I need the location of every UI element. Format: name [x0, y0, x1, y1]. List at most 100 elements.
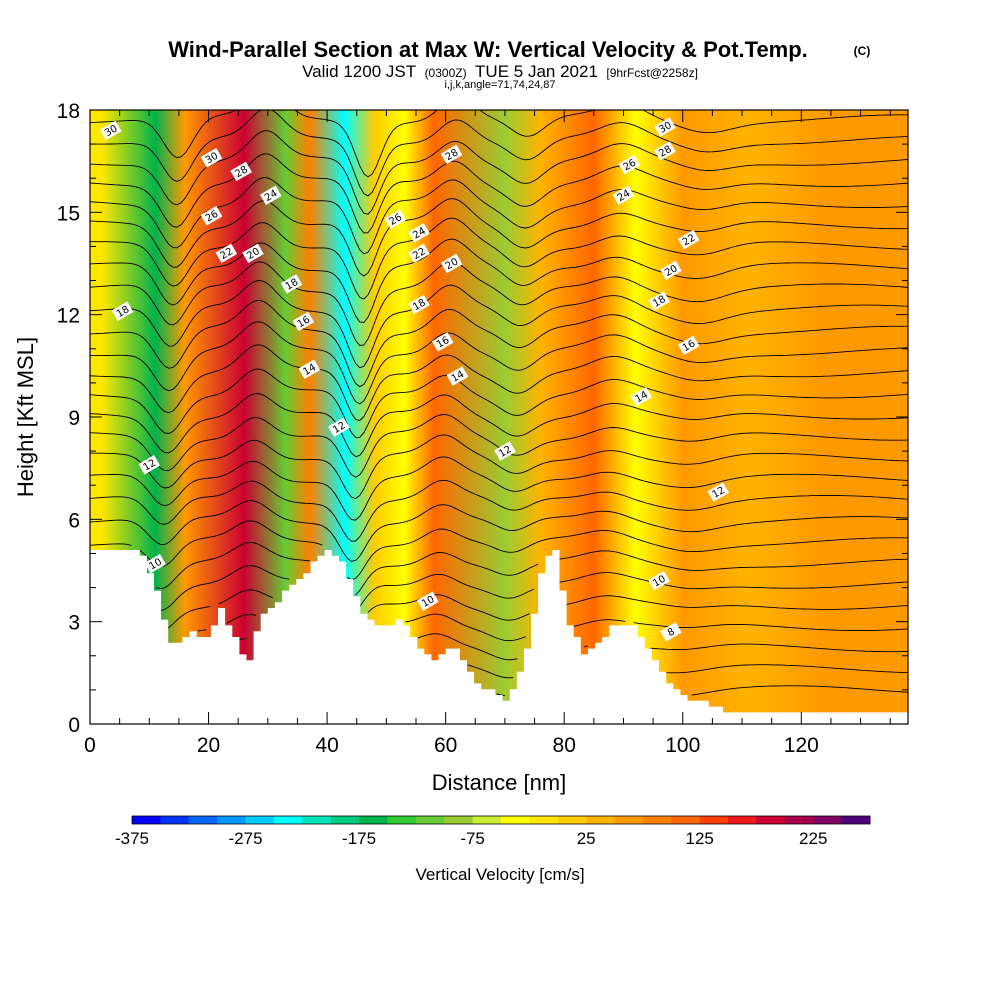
- y-tick-label: 0: [68, 714, 80, 737]
- colorbar-swatch: [501, 816, 530, 824]
- theta-contour-line: [90, 393, 908, 458]
- potential-temperature-contours: [90, 110, 908, 697]
- chart-title: Wind-Parallel Section at Max W: Vertical…: [168, 37, 808, 62]
- colorbar-swatch: [472, 816, 502, 824]
- contour-label-box: [230, 161, 252, 182]
- theta-contour-line: [90, 153, 908, 234]
- y-axis-label: Height [Kft MSL]: [13, 337, 38, 497]
- colorbar-tick-labels: -375 -275 -175 -75 25 125 225: [115, 829, 827, 848]
- colorbar-tick-label: -175: [342, 829, 376, 848]
- colorbar-tick-label: 225: [799, 829, 827, 848]
- theta-contour-line: [90, 456, 908, 521]
- colorbar-swatch: [359, 816, 388, 824]
- theta-contour-line: [90, 434, 908, 500]
- colorbar-swatch: [330, 816, 360, 824]
- contour-label: 28: [440, 144, 463, 165]
- y-tick-label: 9: [68, 407, 80, 430]
- colorbar-swatch: [245, 816, 275, 824]
- theta-contour-line: [90, 520, 908, 581]
- contour-label-box: [408, 294, 430, 315]
- colorbar-swatch: [415, 816, 445, 824]
- x-tick-label: 100: [665, 734, 700, 757]
- colorbar-swatch: [557, 816, 587, 824]
- colorbar-swatch: [217, 816, 247, 824]
- contour-label: 30: [200, 148, 223, 168]
- contour-label: 10: [144, 553, 166, 574]
- contour-label-text: 10: [147, 557, 164, 573]
- contour-label: 22: [215, 243, 238, 263]
- contour-label: 12: [138, 455, 161, 475]
- contour-label: 16: [431, 332, 454, 352]
- contour-label-box: [280, 274, 303, 294]
- contour-label-text: 18: [651, 294, 668, 310]
- x-tick-label: 0: [84, 734, 96, 757]
- subtitle-forecast: [9hrFcst@2258z]: [606, 66, 698, 80]
- contour-label-box: [111, 301, 134, 321]
- contour-label-box: [677, 335, 700, 356]
- colorbar-swatch: [671, 816, 701, 824]
- theta-contour-line: [467, 664, 908, 679]
- contour-label-text: 28: [444, 147, 461, 163]
- contour-label: 16: [292, 311, 315, 332]
- subtitle-date: TUE 5 Jan 2021: [475, 62, 598, 81]
- subtitle-utc: (0300Z): [425, 66, 467, 80]
- x-tick-label: 40: [315, 734, 338, 757]
- x-axis-label: Distance [nm]: [432, 770, 567, 795]
- contour-label-box: [328, 417, 350, 437]
- colorbar-swatch: [160, 816, 190, 824]
- theta-contour-line: [164, 589, 908, 631]
- y-tick-label: 3: [68, 612, 80, 635]
- contour-label-box: [440, 144, 463, 165]
- contour-label-text: 16: [296, 314, 313, 330]
- contour-label: 8: [660, 622, 682, 642]
- contour-label-text: 16: [681, 338, 698, 354]
- colorbar-swatch: [444, 816, 474, 824]
- contour-label-box: [707, 482, 730, 502]
- contour-label-box: [612, 185, 635, 205]
- contour-label-box: [648, 291, 670, 311]
- contour-label-box: [630, 386, 653, 407]
- contour-label-text: 18: [115, 304, 132, 320]
- contour-label-text: 20: [245, 246, 262, 262]
- contour-label-box: [408, 243, 430, 263]
- theta-contour-line: [90, 238, 908, 323]
- contour-label-text: 22: [411, 246, 428, 262]
- contour-label-text: 30: [204, 151, 221, 167]
- contour-label-box: [654, 141, 676, 161]
- colorbar-swatch: [813, 816, 843, 824]
- contour-label-box: [384, 209, 407, 229]
- contour-label: 20: [242, 243, 264, 263]
- contour-label-box: [215, 243, 238, 263]
- colorbar-swatch: [841, 816, 871, 824]
- contour-label-box: [440, 253, 463, 274]
- contour-label: 18: [111, 301, 134, 321]
- theta-contour-line: [156, 542, 908, 596]
- theta-contour-line: [160, 565, 908, 612]
- contour-label-box: [200, 206, 223, 226]
- x-tick-label: 120: [784, 734, 819, 757]
- contour-label-box: [200, 148, 223, 168]
- colorbar-swatch: [387, 816, 417, 824]
- contour-label-text: 12: [142, 458, 159, 474]
- theta-contour-line: [90, 414, 908, 478]
- theta-contour-line: [90, 198, 908, 277]
- contour-label-box: [138, 455, 161, 475]
- colorbar-swatch: [188, 816, 218, 824]
- contour-label-box: [298, 359, 321, 379]
- contour-label-box: [242, 243, 264, 263]
- contour-label-text: 22: [219, 246, 236, 262]
- colorbar-tick-label: -75: [460, 829, 485, 848]
- colorbar-swatch: [132, 816, 161, 824]
- theta-contour-line: [90, 368, 908, 438]
- contour-label-box: [660, 260, 682, 281]
- colorbar: [132, 816, 871, 824]
- theta-contour-line: [90, 261, 908, 346]
- contour-label-box: [648, 571, 670, 591]
- contour-label-box: [494, 441, 516, 461]
- colorbar-swatch: [756, 816, 786, 824]
- contour-label-box: [408, 223, 430, 243]
- colorbar-tick-label: -275: [229, 829, 263, 848]
- contour-label-box: [677, 229, 700, 250]
- colorbar-tick-label: 125: [686, 829, 714, 848]
